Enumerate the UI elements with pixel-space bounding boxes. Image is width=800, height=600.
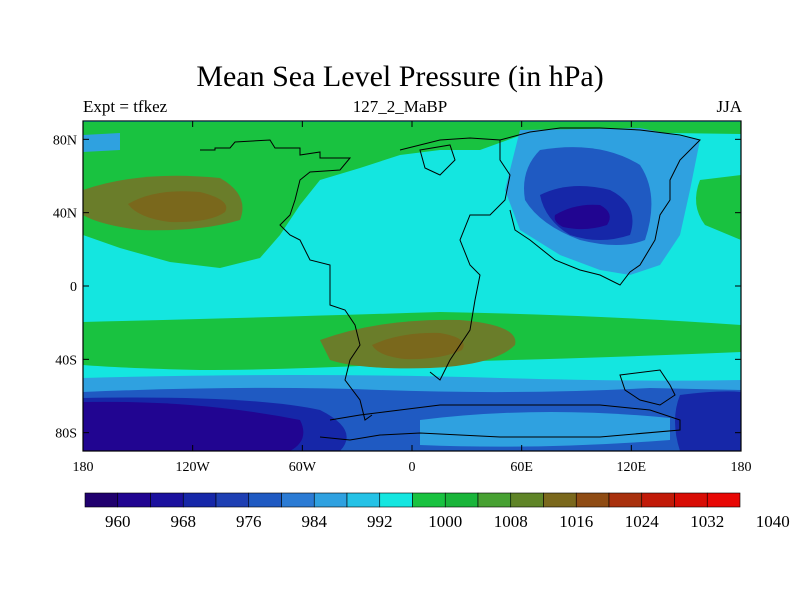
latitude-axis: 80N 40N 0 40S 80S xyxy=(53,133,741,442)
case-label: 127_2_MaBP xyxy=(352,97,448,116)
colorbar-label: 968 xyxy=(171,512,197,531)
colorbar-box xyxy=(84,492,119,508)
colorbar-label: 1000 xyxy=(428,512,462,531)
north-atlantic-high-1008 xyxy=(696,175,741,240)
colorbar-box xyxy=(150,492,184,508)
north-pacific-high-core xyxy=(128,191,227,223)
colorbar-label: 976 xyxy=(236,512,262,531)
colorbar-box xyxy=(117,492,151,508)
colorbar-label: 992 xyxy=(367,512,393,531)
antarctic-plateau-1000 xyxy=(420,411,670,447)
x-tick-label: 180 xyxy=(73,460,94,475)
colorbar-label: 960 xyxy=(105,512,131,531)
greenland-outline xyxy=(419,144,456,176)
colorbar-box xyxy=(641,492,675,508)
colorbar-box xyxy=(412,492,446,508)
plot-title: Mean Sea Level Pressure (in hPa) xyxy=(196,60,604,93)
colorbar-label: 1032 xyxy=(690,512,724,531)
colorbar-label: 1016 xyxy=(559,512,593,531)
europe-africa-outline xyxy=(399,137,511,381)
asia-outline xyxy=(499,127,701,286)
y-tick-label: 0 xyxy=(70,280,77,295)
coastlines xyxy=(200,127,701,441)
x-tick-label: 0 xyxy=(409,460,416,475)
colorbar-box xyxy=(510,492,544,508)
colorbar-box xyxy=(346,492,381,508)
australia-outline xyxy=(619,369,676,406)
colorbar-box xyxy=(379,492,413,508)
colorbar-box xyxy=(543,492,577,508)
colorbar-box xyxy=(313,492,348,508)
colorbar-box xyxy=(281,492,315,508)
south-atlantic-high-core xyxy=(372,332,464,360)
x-tick-label: 180 xyxy=(731,460,752,475)
x-tick-label: 60E xyxy=(510,460,533,475)
north-america-outline xyxy=(200,139,352,280)
x-tick-label: 120W xyxy=(176,460,211,475)
colorbar-box xyxy=(674,492,708,508)
colorbar-box xyxy=(608,492,643,508)
colorbar-label: 1024 xyxy=(625,512,660,531)
asian-low-core xyxy=(554,204,610,230)
colorbar-box xyxy=(575,492,610,508)
y-tick-label: 40S xyxy=(55,353,77,368)
y-tick-label: 80S xyxy=(55,427,77,442)
southern-low-968 xyxy=(83,401,304,451)
season-label: JJA xyxy=(716,97,742,116)
colorbar-box xyxy=(444,492,479,508)
colorbar-box xyxy=(215,492,250,508)
x-tick-label: 120E xyxy=(617,460,647,475)
colorbar-label: 984 xyxy=(302,512,328,531)
north-high-band-1008 xyxy=(83,122,741,268)
colorbar: 960 968 976 984 992 1000 1008 1016 1024 1032 1040 xyxy=(84,492,790,531)
colorbar-box xyxy=(477,492,512,508)
colorbar-label: 1040 xyxy=(756,512,790,531)
y-tick-label: 40N xyxy=(53,207,77,222)
colorbar-box xyxy=(182,492,217,508)
colorbar-box xyxy=(248,492,282,508)
experiment-label: Expt = tfkez xyxy=(83,97,168,116)
arctic-low-992 xyxy=(83,133,120,152)
south-america-outline xyxy=(329,280,373,421)
colorbar-label: 1008 xyxy=(494,512,528,531)
pressure-field xyxy=(83,121,741,451)
antarctica-outline xyxy=(319,404,681,441)
y-tick-label: 80N xyxy=(53,133,77,148)
colorbar-box xyxy=(706,492,741,508)
southern-low-976-east xyxy=(675,391,741,451)
longitude-axis: 180 120W 60W 0 60E 120E 180 xyxy=(73,121,752,475)
x-tick-label: 60W xyxy=(289,460,317,475)
